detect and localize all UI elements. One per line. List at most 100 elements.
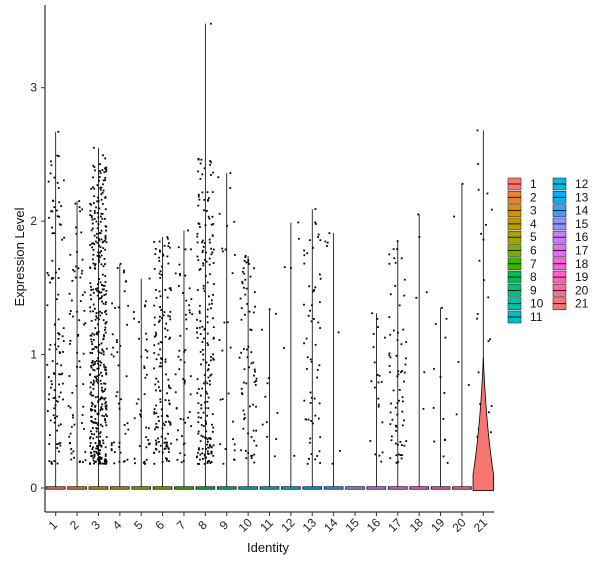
data-point xyxy=(71,299,73,302)
data-point xyxy=(50,462,53,465)
data-point xyxy=(72,414,74,417)
data-point xyxy=(104,208,107,211)
data-point xyxy=(103,365,106,368)
data-point xyxy=(58,267,61,270)
data-point xyxy=(70,425,73,428)
data-point xyxy=(185,318,188,321)
data-point xyxy=(314,458,317,461)
data-point xyxy=(316,376,319,379)
data-point xyxy=(244,256,247,258)
data-point xyxy=(96,395,99,398)
data-point xyxy=(78,319,81,322)
data-point xyxy=(207,344,209,347)
data-point xyxy=(298,237,300,240)
data-point xyxy=(97,448,99,451)
data-point xyxy=(103,382,105,385)
data-point xyxy=(158,272,161,275)
data-point xyxy=(197,195,200,198)
x-tick-label: 1 xyxy=(46,518,61,533)
data-point xyxy=(395,461,398,464)
data-point xyxy=(55,399,58,402)
data-point xyxy=(196,331,198,334)
data-point xyxy=(163,441,166,444)
data-point xyxy=(169,387,172,390)
data-point xyxy=(184,380,186,383)
data-point xyxy=(252,429,255,432)
data-point xyxy=(50,164,53,167)
data-point xyxy=(117,364,120,367)
legend-label: 17 xyxy=(575,244,589,258)
data-point xyxy=(57,130,60,133)
data-point xyxy=(310,396,313,399)
data-point xyxy=(337,331,340,334)
data-point xyxy=(168,384,170,387)
data-point xyxy=(207,407,210,410)
data-point xyxy=(209,462,212,464)
data-point xyxy=(232,438,234,441)
x-tick-label: 10 xyxy=(236,515,256,535)
data-point xyxy=(199,267,202,270)
data-point xyxy=(212,444,215,447)
data-point xyxy=(200,241,203,244)
data-point xyxy=(159,306,162,308)
data-point xyxy=(83,310,86,312)
x-tick-label: 21 xyxy=(471,515,491,535)
data-point xyxy=(210,307,212,310)
data-point xyxy=(170,289,172,291)
data-point xyxy=(250,351,253,354)
data-point xyxy=(244,293,247,296)
data-point xyxy=(57,318,60,321)
data-point xyxy=(164,327,167,330)
data-point xyxy=(92,459,95,462)
data-point xyxy=(59,223,62,226)
data-point xyxy=(209,241,211,244)
data-point xyxy=(99,310,101,313)
data-point xyxy=(283,266,286,269)
data-point xyxy=(59,352,61,354)
data-point xyxy=(369,439,372,442)
data-point xyxy=(157,342,160,345)
data-point xyxy=(100,352,103,355)
data-point xyxy=(82,352,85,355)
data-point xyxy=(96,331,98,334)
data-point xyxy=(99,449,102,452)
data-point xyxy=(161,317,163,320)
data-point xyxy=(183,454,186,456)
data-point xyxy=(102,247,105,250)
data-point xyxy=(487,340,490,343)
data-point xyxy=(453,215,455,218)
data-point xyxy=(96,289,98,292)
data-point xyxy=(102,284,105,287)
data-point xyxy=(100,396,103,399)
data-point xyxy=(96,381,99,384)
data-point xyxy=(165,414,168,417)
data-point xyxy=(89,214,92,216)
data-point xyxy=(388,253,391,256)
data-point xyxy=(202,353,205,356)
data-point xyxy=(210,299,213,302)
data-point xyxy=(200,407,203,410)
legend-label: 14 xyxy=(575,204,589,218)
data-point xyxy=(161,341,163,344)
data-point xyxy=(123,424,126,426)
data-point xyxy=(200,363,202,366)
data-point xyxy=(179,274,182,277)
data-point xyxy=(62,351,64,353)
data-point xyxy=(480,232,482,235)
data-point xyxy=(93,166,96,168)
data-point xyxy=(248,263,251,265)
data-point xyxy=(240,392,243,395)
data-point xyxy=(118,446,121,448)
data-point xyxy=(398,389,401,391)
data-point xyxy=(401,410,404,413)
data-point xyxy=(98,453,101,455)
data-point xyxy=(98,163,101,166)
data-point xyxy=(69,339,72,342)
data-point xyxy=(96,445,98,447)
data-point xyxy=(319,301,321,304)
data-point xyxy=(197,259,200,262)
data-point xyxy=(202,435,204,438)
data-point xyxy=(177,246,180,249)
data-point xyxy=(92,457,95,459)
violin-body xyxy=(281,486,301,490)
